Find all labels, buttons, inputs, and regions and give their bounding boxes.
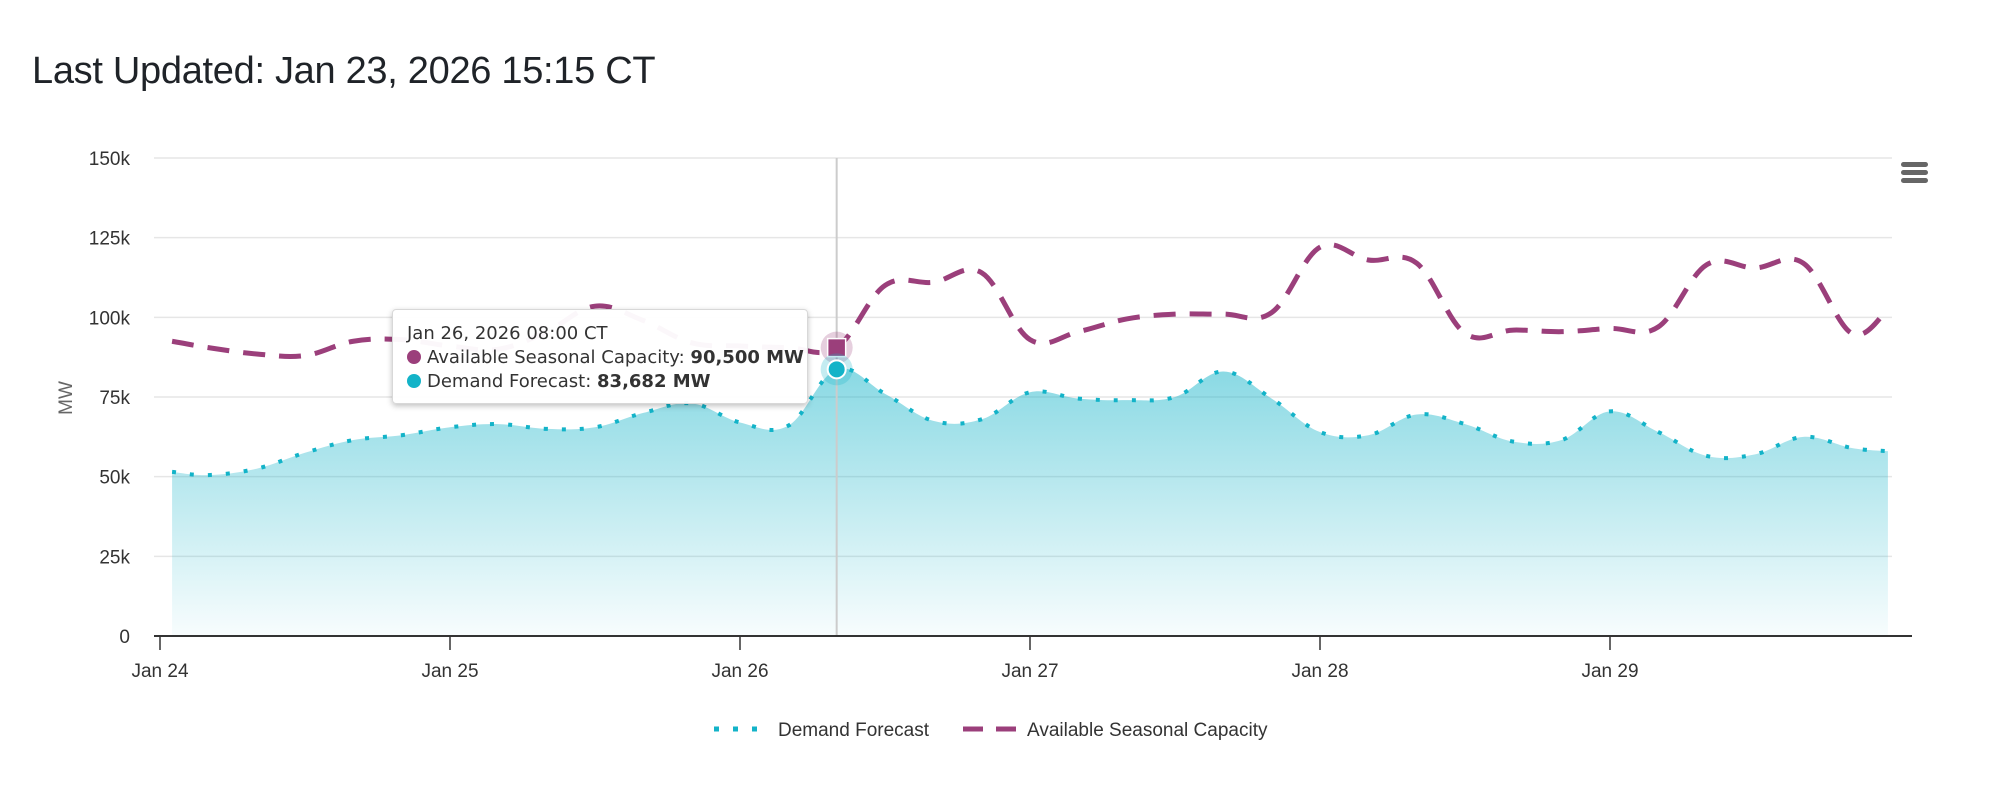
legend-item-demand-forecast[interactable]: Demand Forecast <box>714 720 930 741</box>
y-axis-title: MW <box>56 381 77 415</box>
legend-label: Demand Forecast <box>778 720 930 741</box>
hamburger-menu-icon[interactable] <box>1898 160 1932 186</box>
capacity-dot-icon <box>407 350 421 364</box>
last-updated-title: Last Updated: Jan 23, 2026 15:15 CT <box>32 50 656 92</box>
y-tick-label: 125k <box>89 229 131 250</box>
demand-forecast-area <box>172 368 1888 636</box>
tooltip-row-capacity: Available Seasonal Capacity: 90,500 MW <box>407 346 804 370</box>
tooltip-value: 90,500 MW <box>690 347 804 368</box>
x-tick-label: Jan 27 <box>1001 661 1058 682</box>
y-tick-label: 150k <box>89 149 131 170</box>
demand-hover-marker <box>826 359 847 380</box>
y-tick-label: 100k <box>89 308 131 329</box>
tooltip: Jan 26, 2026 08:00 CT Available Seasonal… <box>392 309 808 404</box>
tooltip-row-demand: Demand Forecast: 83,682 MW <box>407 370 793 394</box>
legend: Demand Forecast Available Seasonal Capac… <box>714 720 1268 741</box>
y-tick-label: 75k <box>99 388 130 409</box>
demand-dot-icon <box>407 374 421 388</box>
capacity-hover-marker <box>826 337 847 358</box>
x-tick-label: Jan 29 <box>1581 661 1638 682</box>
y-tick-label: 25k <box>99 547 130 568</box>
x-tick-label: Jan 28 <box>1291 661 1348 682</box>
x-tick-label: Jan 26 <box>711 661 768 682</box>
tooltip-label: Demand Forecast: <box>427 371 598 392</box>
tooltip-label: Available Seasonal Capacity: <box>427 347 691 368</box>
demand-forecast-line[interactable] <box>171 366 1889 478</box>
legend-item-available-seasonal-capacity[interactable]: Available Seasonal Capacity <box>963 720 1268 741</box>
hover-markers <box>820 331 853 386</box>
legend-label: Available Seasonal Capacity <box>1027 720 1268 741</box>
x-tick-label: Jan 25 <box>421 661 478 682</box>
y-tick-label: 50k <box>99 468 130 489</box>
x-axis: Jan 24 Jan 25 Jan 26 Jan 27 Jan 28 Jan 29 <box>131 635 1912 682</box>
tooltip-value: 83,682 MW <box>597 371 711 392</box>
y-tick-label: 0 <box>119 627 130 648</box>
tooltip-date: Jan 26, 2026 08:00 CT <box>407 323 608 344</box>
x-tick-label: Jan 24 <box>131 661 188 682</box>
y-axis-labels: 0 25k 50k 75k 100k 125k 150k <box>89 149 131 648</box>
